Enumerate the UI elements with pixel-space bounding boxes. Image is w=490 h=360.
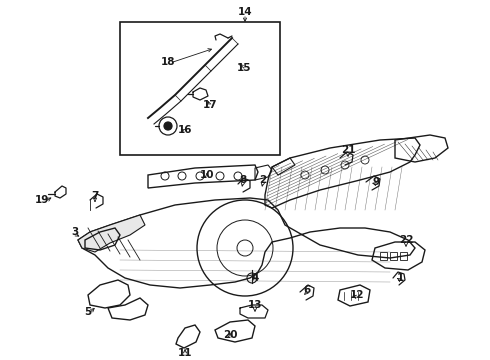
Text: 12: 12 bbox=[350, 290, 364, 300]
Text: 22: 22 bbox=[399, 235, 413, 245]
Text: 3: 3 bbox=[72, 227, 78, 237]
Text: 13: 13 bbox=[248, 300, 262, 310]
Text: 1: 1 bbox=[396, 273, 404, 283]
Text: 18: 18 bbox=[161, 57, 175, 67]
Text: 14: 14 bbox=[238, 7, 252, 17]
Text: 4: 4 bbox=[251, 273, 259, 283]
Text: 20: 20 bbox=[223, 330, 237, 340]
Text: 15: 15 bbox=[237, 63, 251, 73]
Text: 19: 19 bbox=[35, 195, 49, 205]
Text: 2: 2 bbox=[259, 175, 267, 185]
Text: 6: 6 bbox=[303, 285, 311, 295]
Text: 7: 7 bbox=[91, 191, 98, 201]
Text: 17: 17 bbox=[203, 100, 217, 110]
Text: 21: 21 bbox=[341, 145, 355, 155]
Text: 9: 9 bbox=[372, 177, 380, 187]
Text: 5: 5 bbox=[84, 307, 92, 317]
Bar bbox=[120, 22, 280, 155]
Text: 11: 11 bbox=[178, 348, 192, 358]
Circle shape bbox=[164, 122, 172, 130]
Polygon shape bbox=[78, 215, 145, 252]
Text: 8: 8 bbox=[240, 175, 246, 185]
Text: 16: 16 bbox=[178, 125, 192, 135]
Text: 10: 10 bbox=[200, 170, 214, 180]
